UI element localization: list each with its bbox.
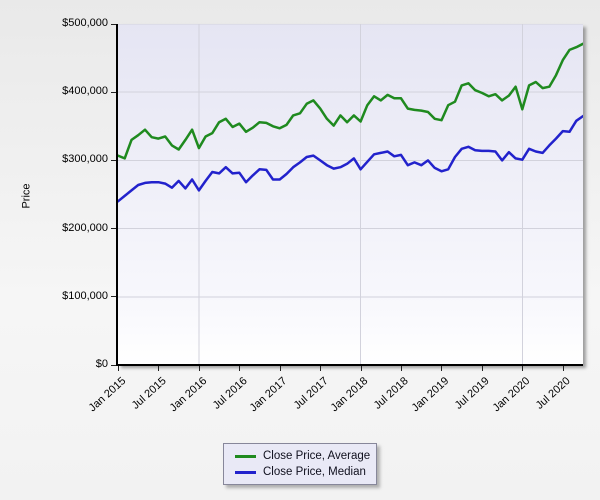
legend: Close Price, Average Close Price, Median [223, 443, 377, 485]
x-tick-label: Jan 2020 [490, 375, 533, 415]
x-tick [401, 366, 403, 371]
series-line-close-price-median [118, 114, 583, 203]
plot-area [118, 24, 583, 365]
x-tick [522, 366, 524, 371]
legend-label-average: Close Price, Average [263, 450, 371, 462]
y-tick-label: $100,000 [62, 289, 108, 302]
x-tick [158, 366, 160, 371]
x-tick-label: Jul 2016 [210, 375, 250, 412]
median-line-swatch-icon [235, 470, 256, 474]
x-tick-label: Jan 2016 [167, 375, 209, 415]
x-tick [198, 366, 200, 371]
legend-label-median: Close Price, Median [263, 466, 366, 478]
x-tick-label: Jul 2020 [533, 375, 573, 412]
legend-item-median: Close Price, Median [235, 464, 372, 480]
x-tick-label: Jan 2018 [328, 375, 371, 415]
chart-canvas [118, 24, 583, 365]
x-tick-label: Jan 2019 [409, 375, 452, 415]
y-tick-label: $500,000 [62, 17, 108, 29]
x-tick-label: Jul 2018 [372, 375, 412, 412]
x-tick [320, 366, 322, 371]
x-tick [118, 366, 119, 371]
y-axis-title: Price [20, 183, 33, 209]
y-tick [111, 23, 116, 25]
x-axis [116, 364, 583, 366]
x-tick [441, 366, 443, 371]
series-line-close-price-average [118, 42, 583, 160]
x-tick [279, 366, 281, 371]
average-line-swatch-icon [235, 454, 256, 458]
x-tick [562, 366, 564, 371]
y-tick [111, 228, 116, 230]
y-tick [111, 296, 116, 298]
y-axis [116, 24, 118, 366]
y-tick-label: $0 [95, 358, 108, 370]
y-tick [111, 159, 116, 161]
y-tick [111, 364, 116, 366]
y-tick-label: $300,000 [62, 153, 108, 166]
x-tick [239, 366, 241, 371]
y-tick-label: $200,000 [62, 221, 108, 234]
legend-item-average: Close Price, Average [235, 448, 372, 464]
x-tick-label: Jan 2015 [86, 375, 129, 415]
x-tick [481, 366, 483, 371]
x-tick-label: Jan 2017 [248, 375, 290, 415]
y-tick-label: $400,000 [62, 85, 108, 98]
x-tick-label: Jul 2019 [453, 375, 492, 412]
x-tick-label: Jul 2015 [129, 375, 169, 412]
x-tick [360, 366, 362, 371]
y-tick [111, 91, 116, 93]
x-tick-label: Jul 2017 [291, 375, 331, 412]
